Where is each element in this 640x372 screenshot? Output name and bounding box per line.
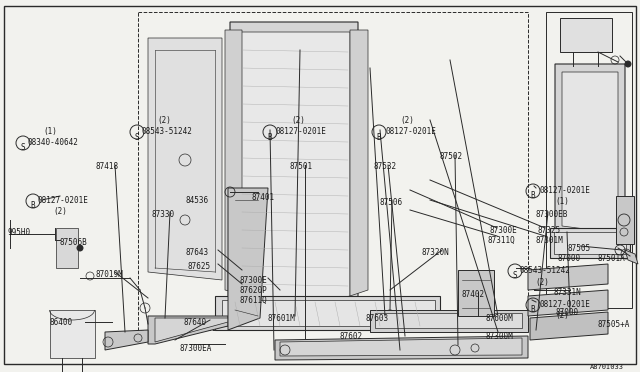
Polygon shape xyxy=(458,270,494,316)
Text: 08340-40642: 08340-40642 xyxy=(28,138,79,147)
Bar xyxy=(138,12,528,330)
Bar xyxy=(546,12,632,308)
Polygon shape xyxy=(530,312,608,340)
Polygon shape xyxy=(155,318,228,342)
Text: (2): (2) xyxy=(53,207,67,216)
Text: S: S xyxy=(513,272,517,280)
Polygon shape xyxy=(56,228,78,268)
Text: 87611Q: 87611Q xyxy=(240,296,268,305)
Polygon shape xyxy=(240,32,350,304)
Text: B: B xyxy=(531,192,535,201)
Text: 87301M: 87301M xyxy=(535,236,563,245)
Text: 87501A: 87501A xyxy=(597,254,625,263)
Text: 08543-51242: 08543-51242 xyxy=(520,266,571,275)
Text: 87601M: 87601M xyxy=(268,314,296,323)
Text: 08127-0201E: 08127-0201E xyxy=(385,127,436,136)
Text: 08127-0201E: 08127-0201E xyxy=(540,300,591,309)
Text: B: B xyxy=(531,305,535,314)
Text: 87418: 87418 xyxy=(95,162,118,171)
Polygon shape xyxy=(228,188,268,330)
Polygon shape xyxy=(50,310,95,358)
Text: (1): (1) xyxy=(43,127,57,136)
Text: 87502: 87502 xyxy=(440,152,463,161)
Text: B: B xyxy=(377,132,381,141)
Text: 87330: 87330 xyxy=(152,210,175,219)
Text: 87325: 87325 xyxy=(538,226,561,235)
Polygon shape xyxy=(616,196,634,244)
Text: 87505+A: 87505+A xyxy=(598,320,630,329)
Text: 08127-0201E: 08127-0201E xyxy=(540,186,591,195)
Text: (1): (1) xyxy=(555,197,569,206)
Text: S: S xyxy=(134,132,140,141)
Text: 87643: 87643 xyxy=(185,248,208,257)
Text: (2): (2) xyxy=(555,311,569,320)
Text: 08127-0201E: 08127-0201E xyxy=(38,196,89,205)
Polygon shape xyxy=(554,232,626,254)
Text: 995H0: 995H0 xyxy=(8,228,31,237)
Text: 87620P: 87620P xyxy=(240,286,268,295)
Polygon shape xyxy=(222,300,435,326)
Polygon shape xyxy=(280,338,522,356)
Polygon shape xyxy=(350,30,368,296)
Text: 87311Q: 87311Q xyxy=(488,236,516,245)
Circle shape xyxy=(625,61,631,67)
Text: 08543-51242: 08543-51242 xyxy=(142,127,193,136)
Text: 87640: 87640 xyxy=(183,318,206,327)
Circle shape xyxy=(77,245,83,251)
Text: 87000: 87000 xyxy=(558,254,581,263)
Text: (2): (2) xyxy=(157,116,171,125)
Polygon shape xyxy=(528,290,608,316)
Text: 87320N: 87320N xyxy=(422,248,450,257)
Text: A870I033: A870I033 xyxy=(590,364,624,370)
Text: 87300E: 87300E xyxy=(490,226,518,235)
Text: 87300M: 87300M xyxy=(485,332,513,341)
Text: 86400: 86400 xyxy=(50,318,73,327)
Text: 87300EB: 87300EB xyxy=(536,210,568,219)
Text: 87331N: 87331N xyxy=(553,288,580,297)
Text: 87401: 87401 xyxy=(252,193,275,202)
Polygon shape xyxy=(560,18,612,52)
Polygon shape xyxy=(225,30,242,294)
Polygon shape xyxy=(148,38,222,280)
Text: 87602: 87602 xyxy=(340,332,363,341)
Polygon shape xyxy=(370,310,528,332)
Polygon shape xyxy=(562,72,618,233)
Polygon shape xyxy=(528,264,608,290)
Polygon shape xyxy=(375,313,522,328)
Polygon shape xyxy=(228,260,248,310)
Text: 87506B: 87506B xyxy=(60,238,88,247)
Text: 87506: 87506 xyxy=(380,198,403,207)
Text: 87402: 87402 xyxy=(462,290,485,299)
Text: 87532: 87532 xyxy=(374,162,397,171)
Text: 87019M: 87019M xyxy=(96,270,124,279)
Text: (2): (2) xyxy=(535,278,549,287)
Text: 87600M: 87600M xyxy=(485,314,513,323)
Text: (2): (2) xyxy=(400,116,414,125)
Polygon shape xyxy=(550,228,630,258)
Text: 87625: 87625 xyxy=(188,262,211,271)
Polygon shape xyxy=(148,316,228,344)
Polygon shape xyxy=(215,296,440,330)
Text: S: S xyxy=(20,144,26,153)
Text: B: B xyxy=(268,132,272,141)
Text: B: B xyxy=(31,202,35,211)
Polygon shape xyxy=(555,64,625,240)
Text: 87603: 87603 xyxy=(365,314,388,323)
Polygon shape xyxy=(275,336,528,360)
Text: 87505: 87505 xyxy=(568,244,591,253)
Text: (2): (2) xyxy=(291,116,305,125)
Polygon shape xyxy=(230,22,358,316)
Text: 84536: 84536 xyxy=(185,196,208,205)
Text: 87000: 87000 xyxy=(555,308,578,317)
Text: 08127-0201E: 08127-0201E xyxy=(276,127,327,136)
Polygon shape xyxy=(625,250,638,264)
Text: 87501: 87501 xyxy=(290,162,313,171)
Polygon shape xyxy=(105,330,148,350)
Text: 87300EA: 87300EA xyxy=(180,344,212,353)
Text: 87300E: 87300E xyxy=(240,276,268,285)
